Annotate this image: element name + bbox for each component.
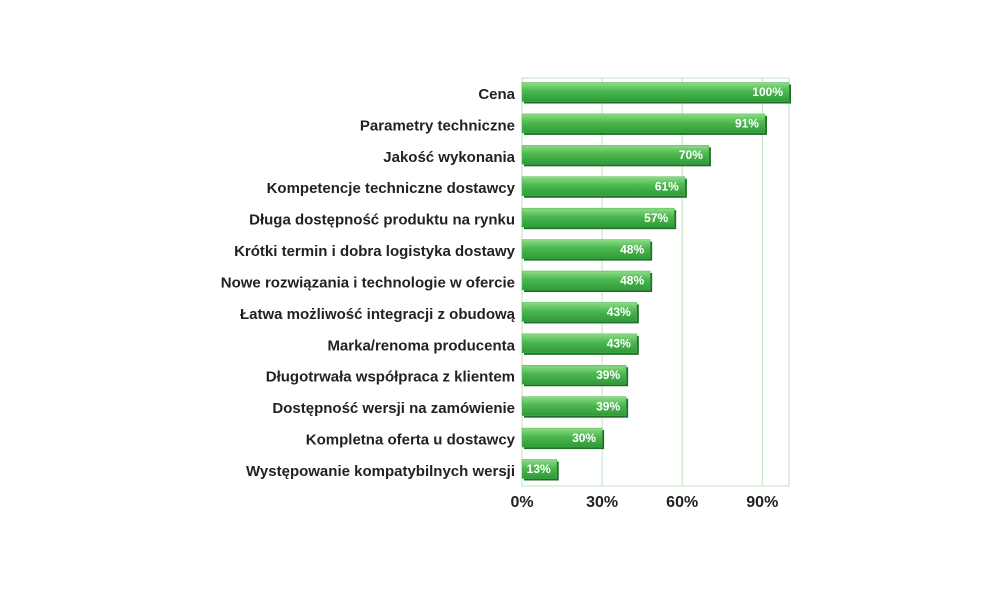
bar [521,270,651,291]
y-tick-label: Nowe rozwiązania i technologie w ofercie [221,274,515,291]
y-tick-label: Marka/renoma producenta [327,337,515,354]
value-label: 61% [655,179,679,193]
bar [521,333,638,354]
value-label: 43% [607,337,631,351]
value-label: 43% [607,305,631,319]
value-label: 13% [527,462,551,476]
value-label: 70% [679,148,703,162]
x-tick-label: 0% [510,494,533,511]
bar [521,427,603,448]
value-label: 100% [752,85,783,99]
value-label: 30% [572,431,596,445]
y-tick-label: Kompletna oferta u dostawcy [306,432,516,449]
y-tick-label: Krótki termin i dobra logistyka dostawy [234,243,516,260]
y-tick-label: Występowanie kompatybilnych wersji [246,463,515,480]
bar [521,176,686,196]
y-tick-label: Parametry techniczne [360,117,515,134]
y-tick-label: Długotrwała współpraca z klientem [266,369,515,386]
value-label: 91% [735,117,759,131]
x-tick-label: 90% [746,494,778,511]
bar [521,396,627,416]
y-tick-label: Łatwa możliwość integracji z obudową [240,306,516,323]
x-tick-label: 60% [666,494,698,511]
y-tick-label: Długa dostępność produktu na rynku [249,212,515,229]
value-label: 39% [596,399,620,413]
x-tick-label: 30% [586,494,618,511]
bar [521,82,790,102]
bar [521,365,627,385]
value-label: 48% [620,274,644,288]
value-label: 48% [620,242,644,256]
bar [521,459,557,479]
value-label: 57% [644,211,668,225]
y-tick-label: Jakość wykonania [383,149,515,166]
y-tick-label: Dostępność wersji na zamówienie [272,400,515,417]
bar [521,207,675,228]
bar [521,302,638,322]
y-tick-label: Cena [478,86,515,103]
bar [521,239,651,259]
bar [521,113,766,134]
y-tick-label: Kompetencje techniczne dostawcy [267,180,516,197]
bar [521,145,710,165]
value-label: 39% [596,368,620,382]
